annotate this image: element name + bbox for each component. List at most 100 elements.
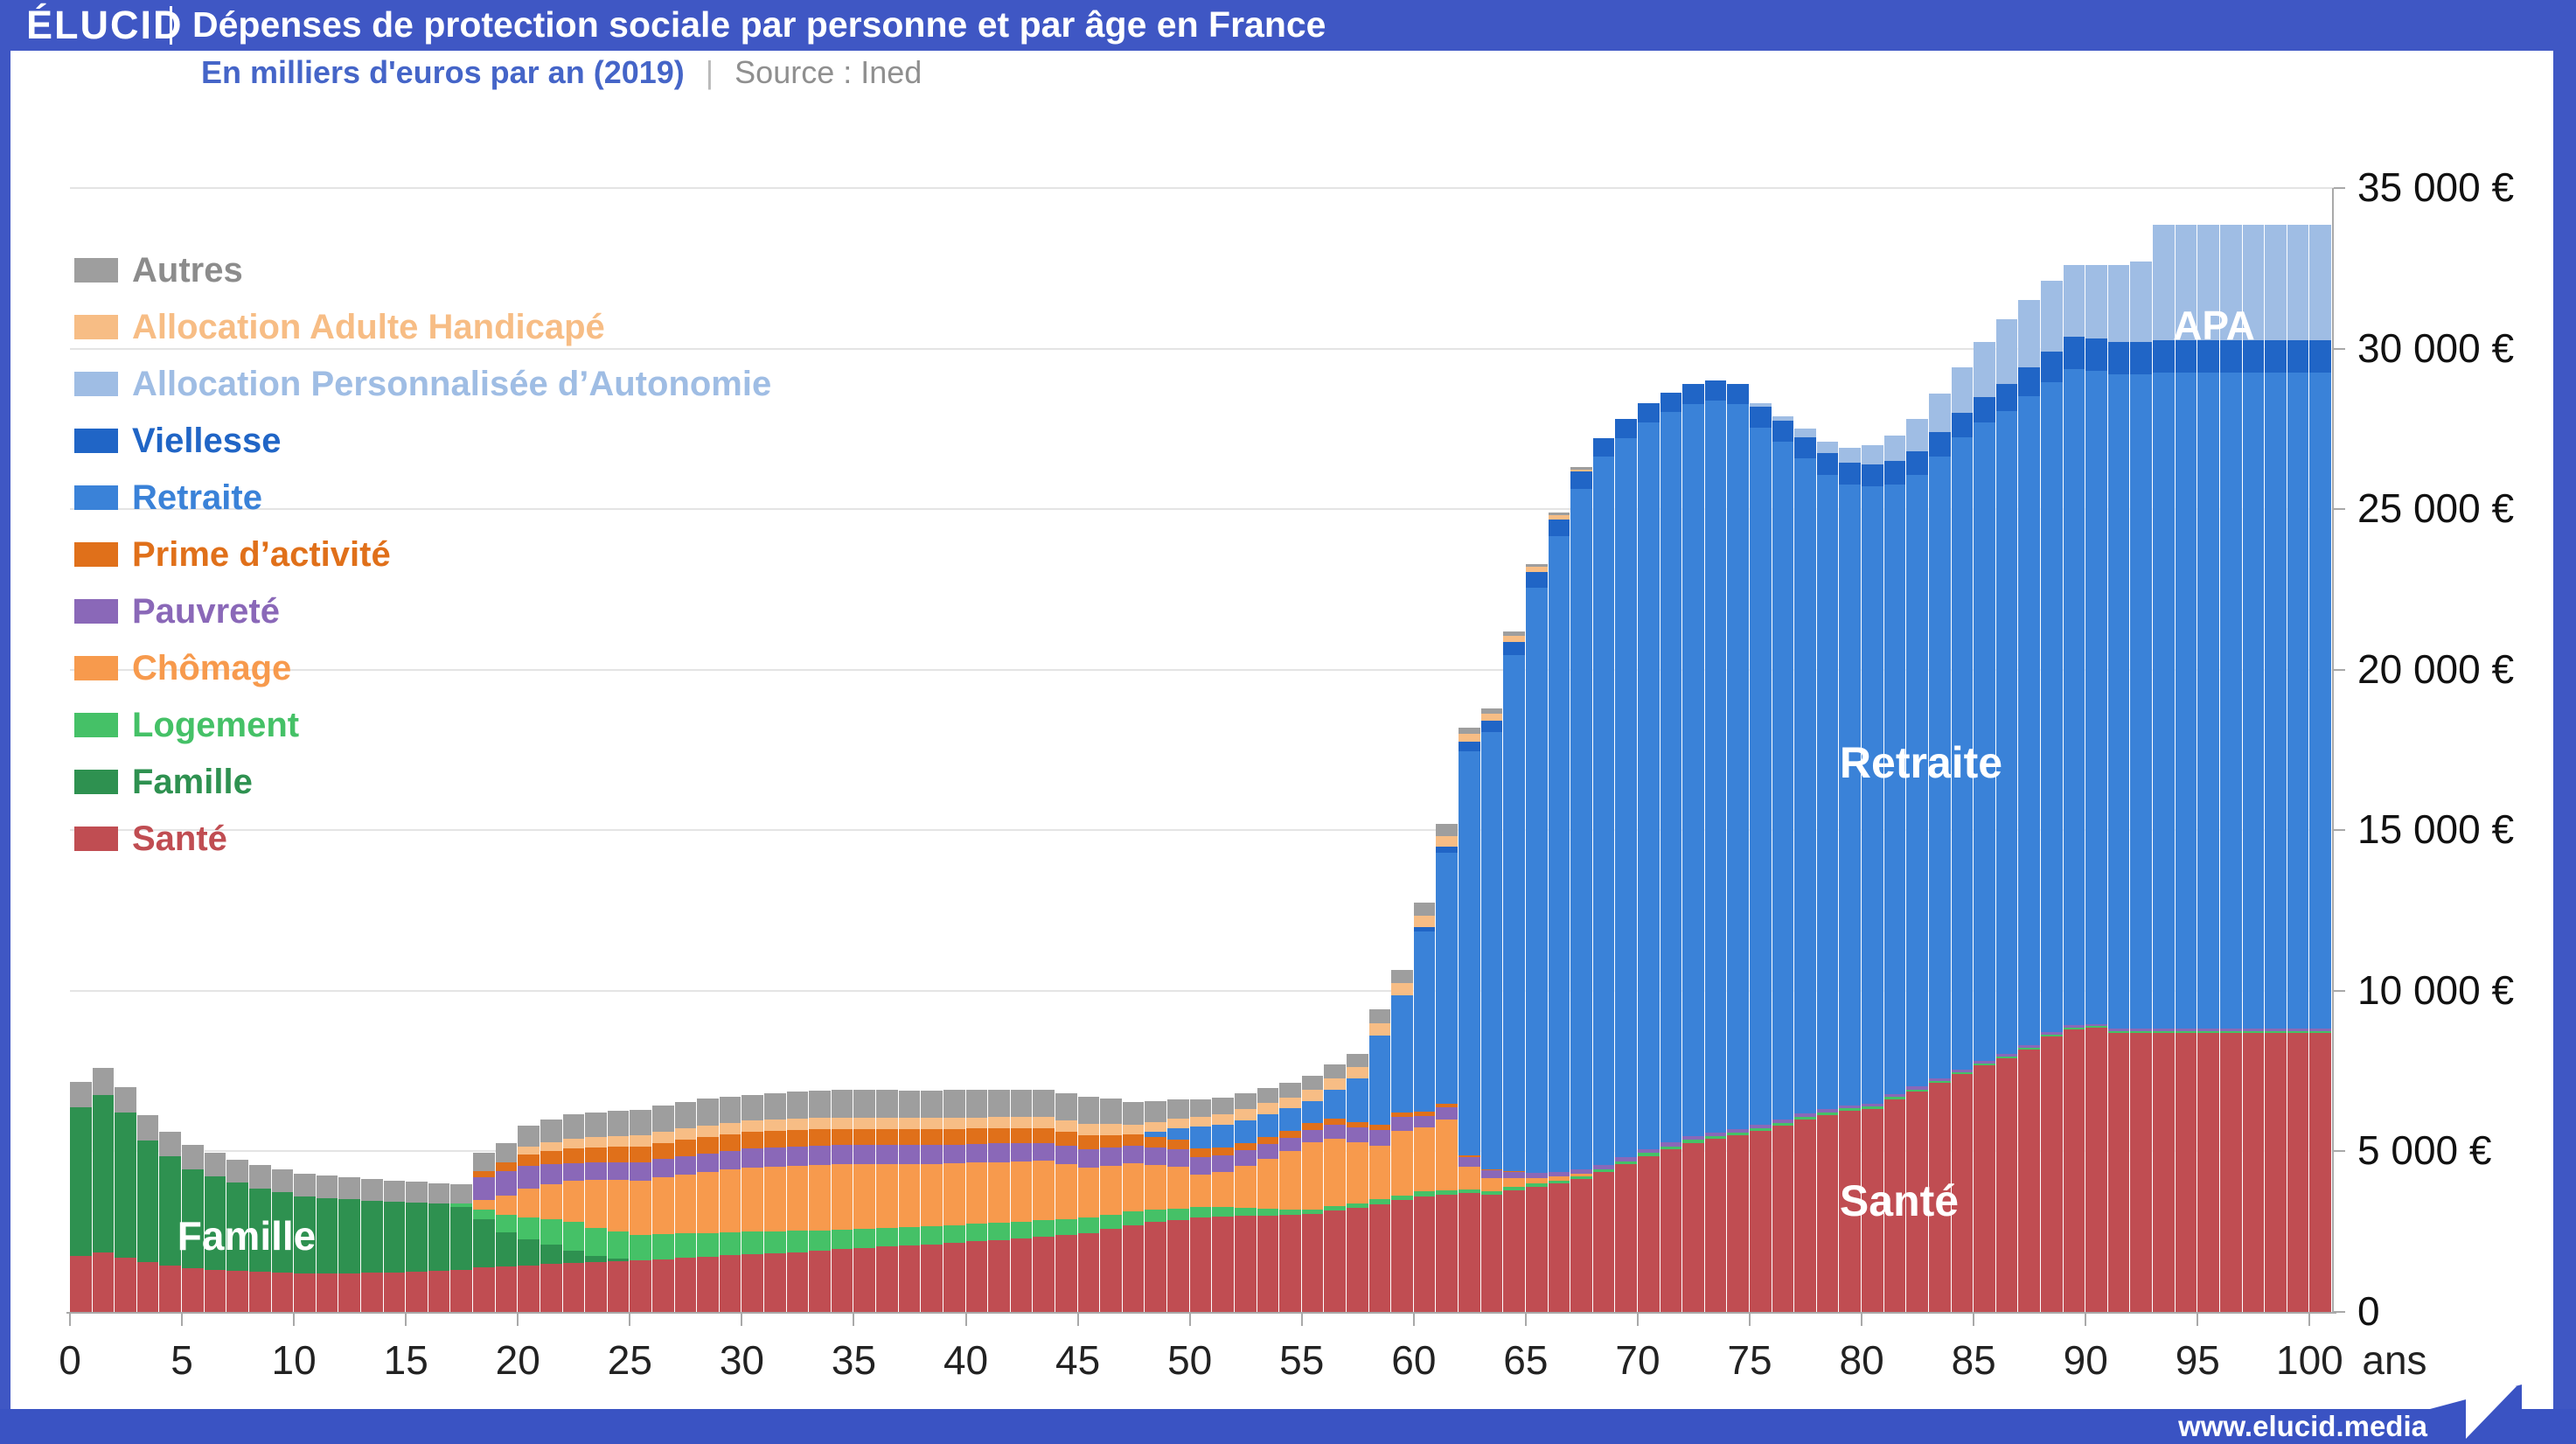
segment-chomage xyxy=(1480,1178,1503,1191)
segment-logement xyxy=(741,1231,764,1254)
segment-aah xyxy=(1436,835,1459,847)
segment-sante xyxy=(965,1241,988,1312)
segment-sante xyxy=(115,1257,136,1312)
bar-age-84 xyxy=(1951,367,1974,1312)
segment-autres xyxy=(943,1090,965,1118)
legend-swatch-sante xyxy=(74,827,118,851)
segment-pauvrete xyxy=(1951,1069,1974,1073)
x-axis-label: 70 xyxy=(1615,1337,1660,1383)
segment-logement xyxy=(1212,1207,1234,1217)
segment-prime_activite xyxy=(651,1142,674,1160)
segment-chomage xyxy=(809,1164,831,1231)
bar-age-7 xyxy=(226,1159,249,1312)
chart-subtitle: En milliers d'euros par an (2019) | Sour… xyxy=(201,54,922,91)
bar-age-21 xyxy=(540,1120,563,1312)
segment-autres xyxy=(1459,727,1480,735)
segment-prime_activite xyxy=(630,1146,651,1163)
x-axis-tick xyxy=(2308,1314,2311,1326)
segment-viellesse xyxy=(1413,926,1436,931)
segment-pauvrete xyxy=(1145,1147,1167,1165)
segment-chomage xyxy=(965,1162,988,1224)
segment-chomage xyxy=(741,1167,764,1232)
y-axis-label: 5 000 € xyxy=(2357,1127,2492,1174)
segment-autres xyxy=(1413,902,1436,916)
segment-chomage xyxy=(1525,1177,1548,1184)
segment-aah xyxy=(697,1126,719,1137)
segment-aah xyxy=(540,1142,562,1152)
bar-age-89 xyxy=(2063,264,2086,1312)
x-axis-label: 90 xyxy=(2063,1337,2108,1383)
segment-pauvrete xyxy=(2153,1029,2175,1031)
segment-pauvrete xyxy=(1525,1172,1548,1178)
segment-prime_activite xyxy=(764,1130,786,1148)
legend-swatch-prime_activite xyxy=(74,542,118,567)
bar-age-53 xyxy=(1257,1087,1280,1312)
segment-prime_activite xyxy=(495,1162,518,1172)
legend-label-apa: Allocation Personnalisée d’Autonomie xyxy=(132,364,772,403)
segment-chomage xyxy=(1234,1165,1257,1208)
bar-age-3 xyxy=(136,1114,160,1312)
segment-pauvrete xyxy=(1995,1053,2018,1057)
segment-retraite xyxy=(1413,931,1436,1113)
segment-prime_activite xyxy=(1368,1124,1391,1130)
segment-prime_activite xyxy=(607,1147,630,1163)
segment-famille xyxy=(248,1188,271,1273)
segment-sante xyxy=(607,1261,630,1312)
segment-prime_activite xyxy=(674,1139,697,1156)
segment-pauvrete xyxy=(831,1145,853,1165)
segment-retraite xyxy=(2287,372,2309,1029)
segment-autres xyxy=(1503,631,1525,636)
segment-sante xyxy=(853,1247,876,1312)
segment-chomage xyxy=(1503,1178,1525,1187)
footer-url-link[interactable]: www.elucid.media xyxy=(2178,1410,2427,1442)
segment-chomage xyxy=(1570,1173,1592,1176)
segment-sante xyxy=(1637,1155,1660,1312)
bar-age-46 xyxy=(1100,1098,1123,1312)
legend-item-sante: Santé xyxy=(74,814,227,863)
segment-sante xyxy=(1257,1215,1279,1312)
segment-logement xyxy=(2153,1030,2175,1033)
bar-age-15 xyxy=(406,1182,428,1312)
bar-age-74 xyxy=(1727,383,1751,1312)
x-axis-tick xyxy=(741,1314,743,1326)
segment-pauvrete xyxy=(853,1145,876,1165)
segment-sante xyxy=(2107,1032,2130,1312)
legend-label-prime_activite: Prime d’activité xyxy=(132,534,391,574)
bar-age-26 xyxy=(651,1106,675,1312)
segment-retraite xyxy=(2085,371,2107,1024)
segment-autres xyxy=(182,1145,204,1169)
segment-pauvrete xyxy=(1727,1128,1750,1134)
bar-age-19 xyxy=(495,1143,519,1312)
bar-age-33 xyxy=(809,1090,832,1312)
segment-autres xyxy=(741,1094,764,1120)
segment-sante xyxy=(2309,1032,2331,1312)
segment-logement xyxy=(1592,1168,1615,1173)
legend-label-autres: Autres xyxy=(132,250,243,289)
bar-age-11 xyxy=(316,1175,339,1312)
segment-viellesse xyxy=(1862,464,1883,487)
segment-prime_activite xyxy=(1212,1147,1234,1156)
segment-logement xyxy=(630,1234,651,1261)
y-axis-tick xyxy=(2334,508,2345,511)
segment-sante xyxy=(2153,1032,2175,1312)
bar-age-91 xyxy=(2107,264,2131,1312)
segment-sante xyxy=(585,1262,607,1312)
x-axis-label: 5 xyxy=(171,1337,193,1383)
segment-autres xyxy=(898,1090,921,1119)
bar-age-80 xyxy=(1862,444,1884,1312)
segment-logement xyxy=(518,1217,540,1240)
segment-chomage xyxy=(1100,1165,1122,1215)
legend-label-aah: Allocation Adulte Handicapé xyxy=(132,307,605,346)
segment-logement xyxy=(876,1227,898,1247)
segment-sante xyxy=(360,1273,383,1312)
segment-logement xyxy=(1301,1209,1324,1215)
segment-viellesse xyxy=(2265,340,2287,373)
x-axis-tick xyxy=(1636,1314,1639,1326)
segment-viellesse xyxy=(1883,461,1906,485)
segment-aah xyxy=(965,1117,988,1129)
segment-prime_activite xyxy=(921,1129,943,1146)
segment-autres xyxy=(607,1111,630,1137)
segment-autres xyxy=(921,1090,943,1119)
segment-pauvrete xyxy=(1413,1115,1436,1127)
segment-pauvrete xyxy=(1794,1113,1816,1117)
